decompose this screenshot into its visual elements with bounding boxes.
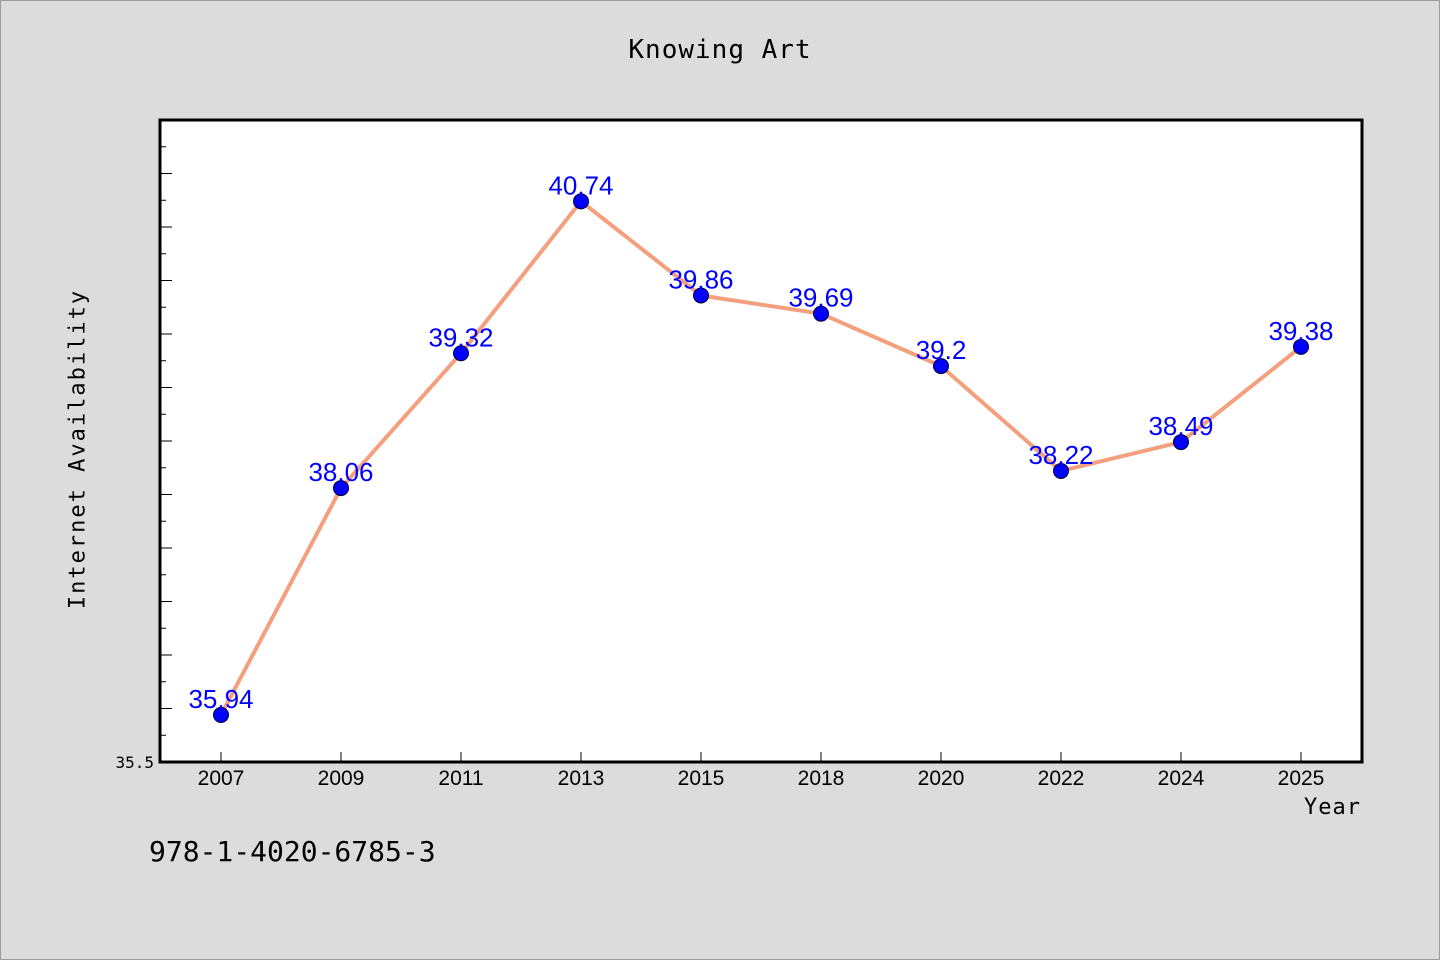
data-label: 39.69 <box>788 283 853 313</box>
data-point <box>813 305 829 322</box>
data-point <box>573 193 589 210</box>
data-point <box>693 287 709 304</box>
data-point <box>213 706 229 723</box>
x-tick-label: 2022 <box>1038 767 1085 790</box>
data-point <box>933 358 949 375</box>
series-line <box>219 199 1303 716</box>
x-tick-label: 2009 <box>318 767 365 790</box>
data-point <box>1173 434 1189 451</box>
data-point <box>453 345 469 362</box>
data-label: 35.94 <box>188 684 253 714</box>
plot-area <box>158 118 1364 764</box>
y-axis-ticks: 35.5 <box>115 119 172 772</box>
chart-title: Knowing Art <box>628 35 812 65</box>
data-label-group: 35.94 38.06 39.32 40.74 39.86 39.69 39.2 38.22 3… <box>188 170 1333 714</box>
data-label: 39.38 <box>1268 316 1333 346</box>
data-point <box>1053 462 1069 479</box>
data-label: 39.32 <box>428 322 493 352</box>
x-tick-label: 2024 <box>1158 767 1205 790</box>
data-label: 38.49 <box>1148 411 1213 441</box>
marker-group <box>213 193 1309 723</box>
x-tick-label: 2020 <box>918 767 965 790</box>
data-point <box>1293 338 1309 355</box>
x-tick-label: 2007 <box>198 767 245 790</box>
x-tick-label: 2015 <box>678 767 725 790</box>
x-axis-label: Year <box>1304 795 1361 820</box>
data-label: 39.86 <box>668 264 733 294</box>
x-axis-ticks: 2007 2009 2011 2013 2015 2018 2020 2022 2024 2025 <box>198 752 1325 790</box>
data-label: 38.06 <box>308 457 373 487</box>
x-tick-label: 2025 <box>1278 767 1325 790</box>
data-label: 38.22 <box>1028 440 1093 470</box>
x-tick-label: 2013 <box>558 767 605 790</box>
y-tick-label: 35.5 <box>115 753 154 772</box>
data-label: 39.2 <box>916 335 967 365</box>
x-tick-label: 2011 <box>438 767 483 790</box>
isbn-text: 978-1-4020-6785-3 <box>149 835 436 868</box>
x-tick-label: 2018 <box>798 767 845 790</box>
data-label: 40.74 <box>548 170 613 200</box>
series-line-group <box>219 199 1303 716</box>
data-point <box>333 480 349 497</box>
